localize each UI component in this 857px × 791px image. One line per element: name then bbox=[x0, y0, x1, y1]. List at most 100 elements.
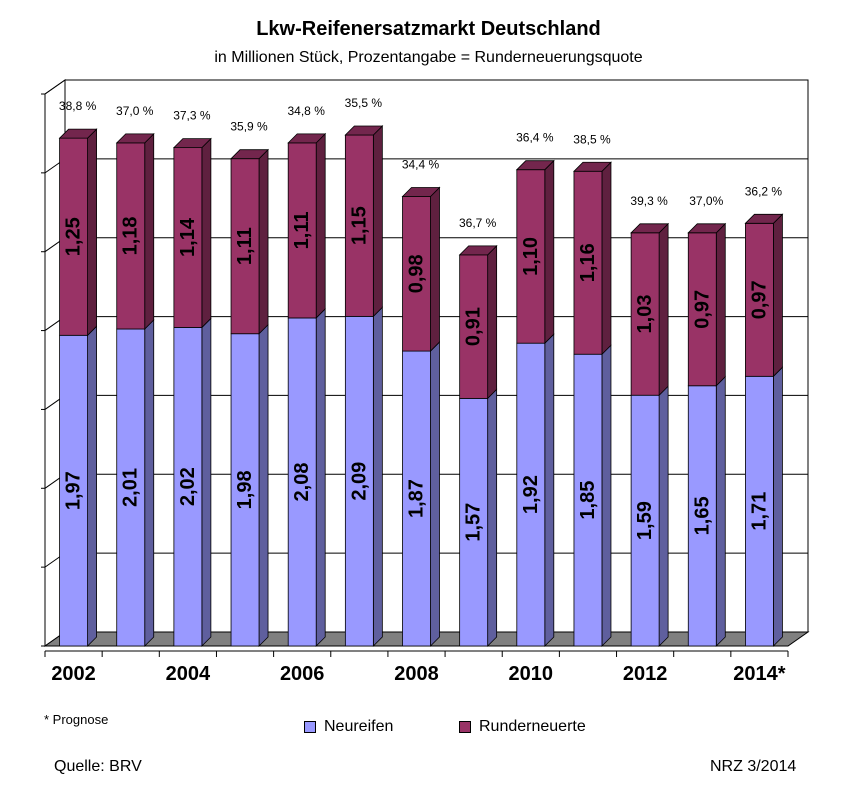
x-tick-label: 2014* bbox=[733, 663, 785, 685]
value-label-runderneuerte: 0,91 bbox=[463, 307, 485, 346]
bar-runderneuerte-2007 bbox=[344, 134, 374, 317]
bar-neureifen-2004-side bbox=[201, 317, 212, 647]
value-label-runderneuerte: 1,16 bbox=[577, 243, 599, 282]
bar-neureifen-2004 bbox=[173, 327, 203, 647]
quote-label: 36,2 % bbox=[745, 184, 783, 198]
x-tick-label: 2002 bbox=[51, 663, 96, 685]
footnote: * Prognose bbox=[44, 712, 109, 727]
bar-runderneuerte-2008-side bbox=[430, 186, 440, 353]
bar-neureifen-2009 bbox=[459, 397, 489, 647]
bar-neureifen-2005-side bbox=[258, 323, 269, 647]
bar-runderneuerte-2011-side bbox=[601, 161, 612, 356]
value-label-runderneuerte: 1,11 bbox=[234, 227, 256, 265]
bar-neureifen-2006-side bbox=[315, 307, 326, 647]
bar-runderneuerte-2014*-side bbox=[773, 213, 783, 378]
value-label-runderneuerte: 1,25 bbox=[63, 217, 85, 256]
bar-runderneuerte-2003-side bbox=[144, 132, 155, 330]
bar-runderneuerte-2009-side bbox=[487, 244, 498, 400]
quote-label: 39,3 % bbox=[630, 194, 668, 208]
bar-neureifen-2003 bbox=[116, 328, 146, 647]
x-tick-label: 2008 bbox=[394, 663, 439, 685]
bar-top-2003 bbox=[115, 133, 155, 144]
reference-text: NRZ 3/2014 bbox=[710, 758, 797, 775]
bar-neureifen-2003-side bbox=[144, 319, 155, 647]
value-label-runderneuerte: 1,10 bbox=[520, 237, 542, 276]
bar-runderneuerte-2008 bbox=[402, 196, 431, 352]
value-label-neureifen: 2,08 bbox=[291, 463, 313, 502]
bar-neureifen-2008-side bbox=[430, 341, 440, 647]
bar-neureifen-2014*-side bbox=[773, 366, 783, 647]
quote-label: 36,4 % bbox=[516, 131, 554, 145]
legend-item-neureifen: Neureifen bbox=[304, 718, 393, 736]
bar-runderneuerte-2007-side bbox=[372, 125, 383, 318]
quote-label: 38,5 % bbox=[573, 132, 611, 146]
bar-runderneuerte-2002 bbox=[59, 137, 88, 336]
bar-neureifen-2012 bbox=[630, 394, 660, 647]
bar-top-2007 bbox=[344, 125, 384, 136]
x-tick-label: 2012 bbox=[623, 663, 668, 685]
bar-neureifen-2010-side bbox=[544, 333, 555, 647]
x-tick-label: 2010 bbox=[509, 663, 554, 685]
quote-label: 34,4 % bbox=[402, 158, 440, 172]
bar-top-2012 bbox=[630, 223, 670, 234]
bar-neureifen-2009-side bbox=[487, 388, 498, 647]
bar-top-2011 bbox=[572, 161, 612, 172]
bar-runderneuerte-2005 bbox=[230, 158, 260, 335]
bar-neureifen-2007 bbox=[344, 315, 374, 647]
value-label-runderneuerte: 1,18 bbox=[120, 216, 142, 255]
bar-neureifen-2002-side bbox=[87, 325, 97, 647]
chart-title: Lkw-Reifenersatzmarkt Deutschland bbox=[256, 18, 601, 40]
legend-item-runderneuerte: Runderneuerte bbox=[459, 718, 586, 736]
bar-top-2010 bbox=[515, 160, 555, 171]
value-label-neureifen: 1,97 bbox=[63, 471, 85, 510]
value-label-neureifen: 1,65 bbox=[691, 496, 713, 535]
bar-runderneuerte-2013 bbox=[687, 232, 717, 387]
value-label-neureifen: 2,09 bbox=[348, 462, 370, 501]
value-label-runderneuerte: 1,11 bbox=[291, 212, 313, 250]
x-tick-label: 2004 bbox=[166, 663, 211, 685]
value-label-runderneuerte: 0,98 bbox=[406, 254, 428, 293]
quote-label: 37,0% bbox=[689, 194, 723, 208]
bar-neureifen-2014* bbox=[745, 375, 774, 647]
bar-top-2013 bbox=[687, 223, 727, 234]
quote-label: 38,8 % bbox=[59, 99, 97, 113]
bar-neureifen-2013 bbox=[687, 385, 717, 647]
quote-label: 34,8 % bbox=[288, 104, 326, 118]
bar-neureifen-2011-side bbox=[601, 344, 612, 647]
bar-top-2002 bbox=[58, 128, 98, 139]
bar-runderneuerte-2013-side bbox=[715, 222, 726, 387]
quote-label: 37,3 % bbox=[173, 109, 211, 123]
source-text: Quelle: BRV bbox=[54, 758, 142, 775]
bar-top-2006 bbox=[287, 133, 327, 144]
bar-top-2009 bbox=[458, 245, 498, 256]
bar-top-2005 bbox=[230, 149, 270, 160]
value-label-neureifen: 1,85 bbox=[577, 481, 599, 520]
quote-label: 37,0 % bbox=[116, 104, 154, 118]
legend-swatch-runderneuerte bbox=[459, 721, 471, 733]
bar-top-2008 bbox=[401, 187, 441, 197]
gridline-side bbox=[44, 79, 66, 95]
value-label-neureifen: 1,92 bbox=[520, 475, 542, 514]
bar-runderneuerte-2012-side bbox=[658, 222, 669, 397]
legend-label-runderneuerte: Runderneuerte bbox=[479, 718, 586, 735]
chart-subtitle: in Millionen Stück, Prozentangabe = Rund… bbox=[214, 49, 643, 66]
bar-runderneuerte-2004 bbox=[173, 147, 203, 328]
x-tick-label: 2006 bbox=[280, 663, 325, 685]
bar-runderneuerte-2010-side bbox=[544, 159, 555, 345]
value-label-runderneuerte: 0,97 bbox=[691, 290, 713, 329]
legend-swatch-neureifen bbox=[304, 721, 316, 733]
quote-label: 35,5 % bbox=[345, 96, 383, 110]
value-label-runderneuerte: 1,03 bbox=[634, 295, 656, 334]
bar-neureifen-2013-side bbox=[715, 375, 726, 647]
value-label-neureifen: 2,02 bbox=[177, 467, 199, 506]
bar-top-2004 bbox=[172, 138, 212, 149]
legend-label-neureifen: Neureifen bbox=[324, 718, 394, 735]
bar-neureifen-2007-side bbox=[372, 306, 383, 647]
bar-runderneuerte-2003 bbox=[116, 142, 146, 330]
value-label-neureifen: 1,98 bbox=[234, 470, 256, 509]
bar-runderneuerte-2005-side bbox=[258, 148, 269, 335]
bar-runderneuerte-2006 bbox=[287, 142, 317, 319]
bar-runderneuerte-2002-side bbox=[87, 128, 97, 337]
value-label-runderneuerte: 1,15 bbox=[348, 206, 370, 245]
value-label-runderneuerte: 0,97 bbox=[748, 280, 770, 319]
